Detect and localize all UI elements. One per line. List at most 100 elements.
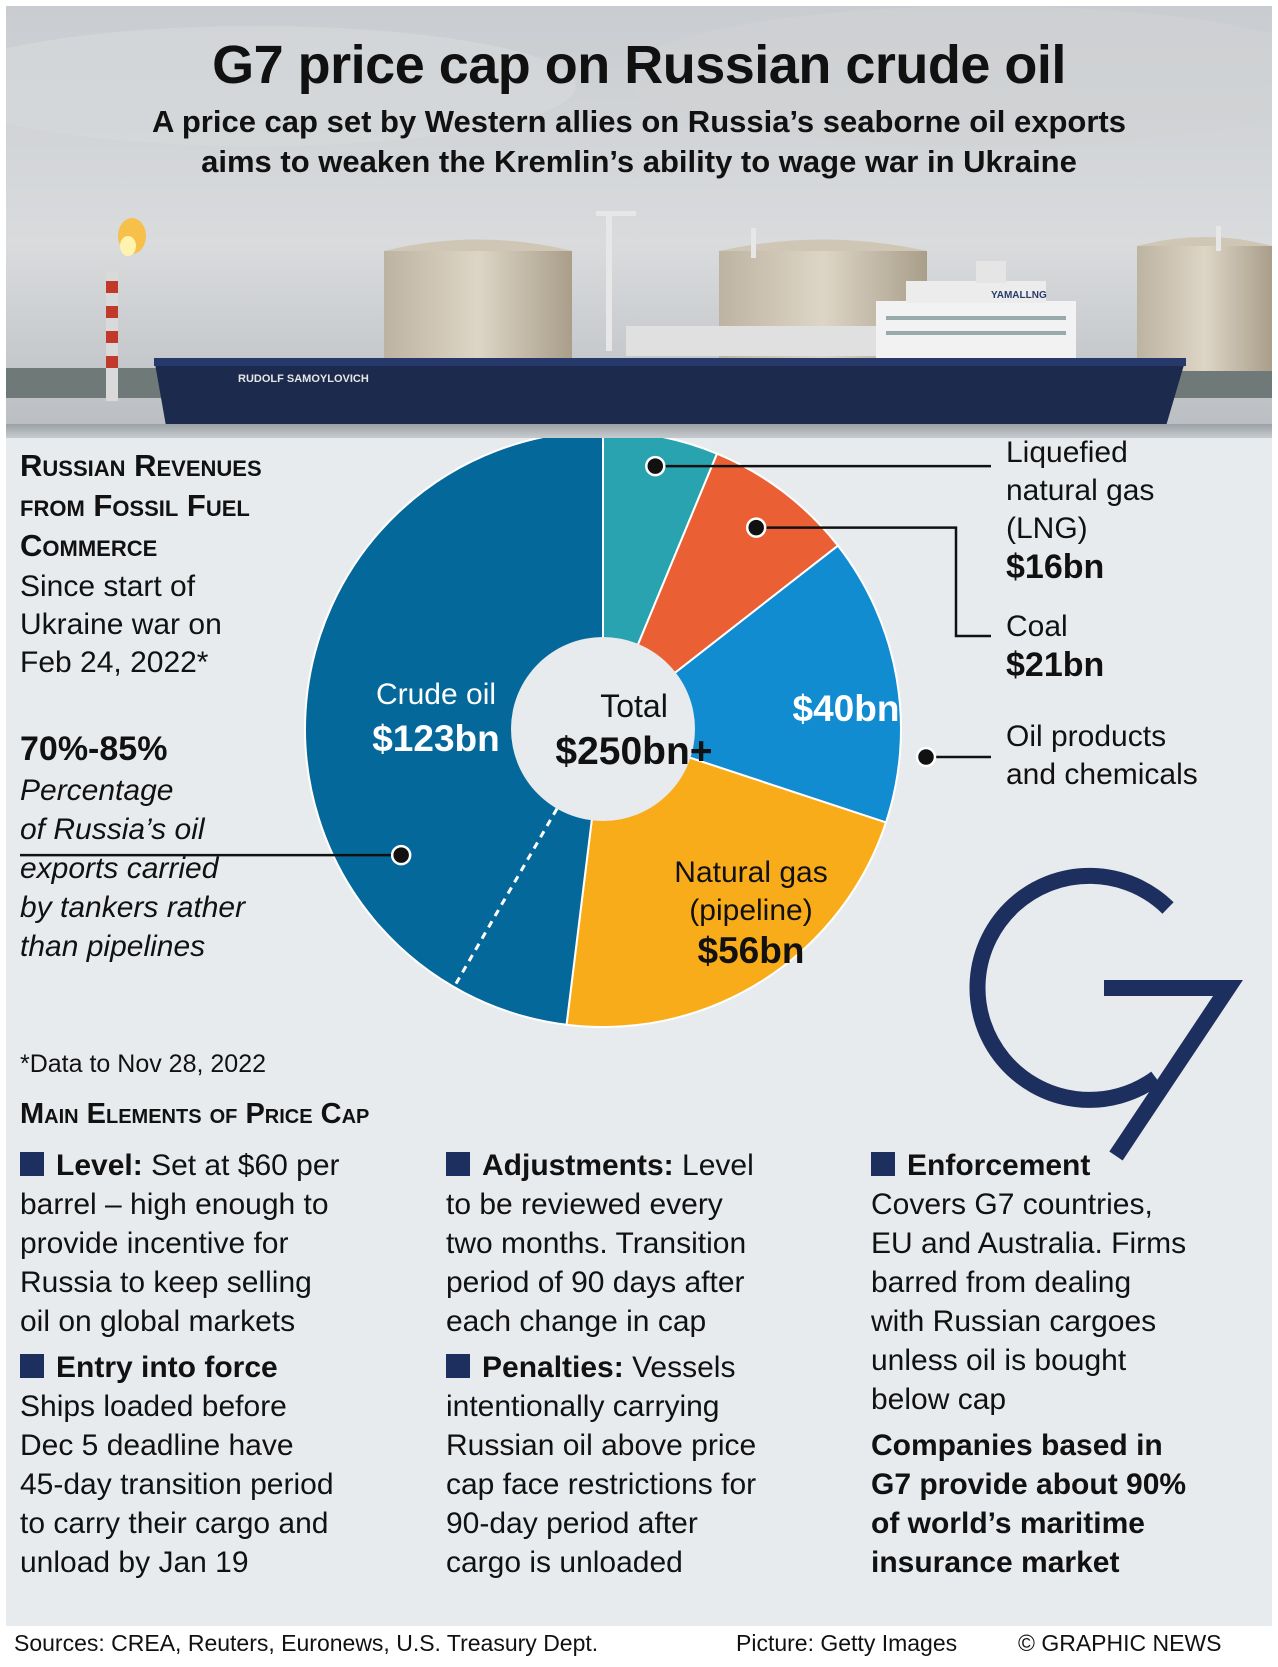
crude-oil-leader-dot: [390, 844, 412, 866]
revenues-heading: Russian Revenues from Fossil Fuel Commer…: [20, 446, 360, 566]
natural-gas-value: $56bn: [697, 930, 805, 971]
graphic-credit: © GRAPHIC NEWS: [1018, 1630, 1222, 1656]
entry-text: Ships loaded before: [20, 1390, 287, 1423]
subtitle-line: A price cap set by Western allies on Rus…: [152, 104, 1126, 139]
coal-value: $21bn: [1006, 646, 1105, 684]
entry-text: to carry their cargo and: [20, 1507, 329, 1540]
level-text: provide incentive for: [20, 1227, 289, 1260]
insurance-fact: Companies based in G7 provide about 90% …: [871, 1426, 1261, 1582]
oil-products-label: Oil products and chemicals: [1006, 718, 1198, 794]
adjustments-text: period of 90 days after: [446, 1266, 745, 1299]
lng-value: $16bn: [1006, 548, 1105, 586]
oil-products-leader-dot: [915, 746, 937, 768]
penalties-text: intentionally carrying: [446, 1390, 720, 1423]
adjustments-title: Adjustments:: [482, 1149, 674, 1182]
crude-oil-value: $123bn: [372, 718, 500, 759]
tanker-share-value: 70%-85%: [20, 730, 168, 768]
level-text: Set at $60 per: [151, 1149, 340, 1182]
crude-oil-dashed-divider: [452, 807, 559, 988]
penalties-title: Penalties:: [482, 1351, 624, 1384]
penalties-text: cap face restrictions for: [446, 1468, 757, 1501]
revenues-period-line: Since start of: [20, 570, 196, 603]
natural-gas-label-line: (pipeline): [689, 894, 813, 927]
picture-credit: Picture: Getty Images: [736, 1630, 958, 1656]
tanker-share-line: than pipelines: [20, 930, 206, 963]
price-cap-heading: Main Elements of Price Cap: [20, 1098, 370, 1130]
tanker-share-description: Percentage of Russia’s oil exports carri…: [20, 771, 310, 966]
adjustments-text: Level: [682, 1149, 754, 1182]
oil-products-label-line: Oil products: [1006, 720, 1167, 753]
tanker-share-line: exports carried: [20, 852, 219, 885]
insurance-fact-line: insurance market: [871, 1546, 1120, 1579]
enforcement-title: Enforcement: [907, 1149, 1091, 1182]
level-title: Level:: [56, 1149, 143, 1182]
revenues-heading-line: Commerce: [20, 528, 158, 563]
lng-label-line: (LNG): [1006, 512, 1088, 545]
tanker-share-line: of Russia’s oil: [20, 813, 205, 846]
pie-center-label: Total: [600, 688, 668, 724]
penalties-text: Russian oil above price: [446, 1429, 757, 1462]
adjustments-text: each change in cap: [446, 1305, 707, 1338]
entry-text: 45-day transition period: [20, 1468, 334, 1501]
lng-leader-dot: [645, 455, 666, 477]
subtitle-line: aims to weaken the Kremlin’s ability to …: [201, 144, 1077, 179]
penalties-text: cargo is unloaded: [446, 1546, 683, 1579]
level-text: barrel – high enough to: [20, 1188, 329, 1221]
insurance-fact-line: G7 provide about 90%: [871, 1468, 1187, 1501]
g7-logo-icon: [969, 867, 1243, 1161]
adjustments-section: Adjustments: Level to be reviewed every …: [446, 1146, 826, 1341]
lng-label-line: natural gas: [1006, 474, 1155, 507]
bullet-square-icon: [446, 1152, 470, 1176]
insurance-fact-line: Companies based in: [871, 1429, 1163, 1462]
natural-gas-label-line: Natural gas: [674, 856, 828, 889]
revenues-period: Since start of Ukraine war on Feb 24, 20…: [20, 568, 280, 682]
enforcement-text: with Russian cargoes: [871, 1305, 1157, 1338]
bullet-square-icon: [446, 1354, 470, 1378]
entry-text: unload by Jan 19: [20, 1546, 249, 1579]
pie-chart: [20, 438, 1243, 1161]
hero-photo: RUDOLF SAMOYLOVICH YAMALLNG G7 price cap…: [6, 6, 1272, 438]
pie-center-value: $250bn+: [555, 730, 713, 773]
insurance-fact-line: of world’s maritime: [871, 1507, 1145, 1540]
oil-products-value: $40bn: [792, 688, 900, 729]
lng-label-line: Liquefied: [1006, 436, 1128, 469]
penalties-text: Vessels: [632, 1351, 736, 1384]
adjustments-text: two months. Transition: [446, 1227, 747, 1260]
coal-leader-dot: [745, 517, 767, 538]
enforcement-text: unless oil is bought: [871, 1344, 1127, 1377]
crude-oil-label: Crude oil: [375, 678, 497, 711]
leader-lines: [20, 455, 991, 866]
content-panel: Total $250bn+ Crude oil $123bn $40bn Nat…: [6, 436, 1272, 1626]
penalties-text: 90-day period after: [446, 1507, 698, 1540]
coal-leader-line: [756, 526, 991, 638]
revenues-heading-line: from Fossil Fuel: [20, 488, 250, 523]
footer: Sources: CREA, Reuters, Euronews, U.S. T…: [6, 1626, 1272, 1661]
revenues-heading-line: Russian Revenues: [20, 448, 262, 483]
bullet-square-icon: [871, 1152, 895, 1176]
crude-oil-slice: [304, 438, 604, 1026]
revenues-period-line: Ukraine war on: [20, 608, 222, 641]
tanker-share-line: by tankers rather: [20, 891, 246, 924]
ship-name: RUDOLF SAMOYLOVICH: [238, 373, 369, 385]
bullet-square-icon: [20, 1354, 44, 1378]
coal-label-line: Coal: [1006, 610, 1068, 643]
enforcement-text: below cap: [871, 1383, 1007, 1416]
tanker-scene: RUDOLF SAMOYLOVICH YAMALLNG: [6, 6, 1272, 438]
enforcement-text: barred from dealing: [871, 1266, 1132, 1299]
level-text: oil on global markets: [20, 1305, 296, 1338]
revenues-period-line: Feb 24, 2022*: [20, 646, 209, 679]
tanker-share-line: Percentage: [20, 774, 174, 807]
coal-label: Coal $21bn: [1006, 608, 1104, 684]
entry-text: Dec 5 deadline have: [20, 1429, 294, 1462]
oil-products-label-line: and chemicals: [1006, 758, 1198, 791]
ship-marking: YAMALLNG: [991, 290, 1047, 301]
enforcement-text: Covers G7 countries,: [871, 1188, 1153, 1221]
entry-title: Entry into force: [56, 1351, 278, 1384]
bullet-square-icon: [20, 1152, 44, 1176]
natural-gas-label: Natural gas (pipeline): [631, 854, 871, 930]
adjustments-text: to be reviewed every: [446, 1188, 723, 1221]
enforcement-text: EU and Australia. Firms: [871, 1227, 1187, 1260]
page-title: G7 price cap on Russian crude oil: [212, 35, 1066, 95]
entry-section: Entry into force Ships loaded before Dec…: [20, 1348, 400, 1582]
level-section: Level: Set at $60 per barrel – high enou…: [20, 1146, 400, 1341]
